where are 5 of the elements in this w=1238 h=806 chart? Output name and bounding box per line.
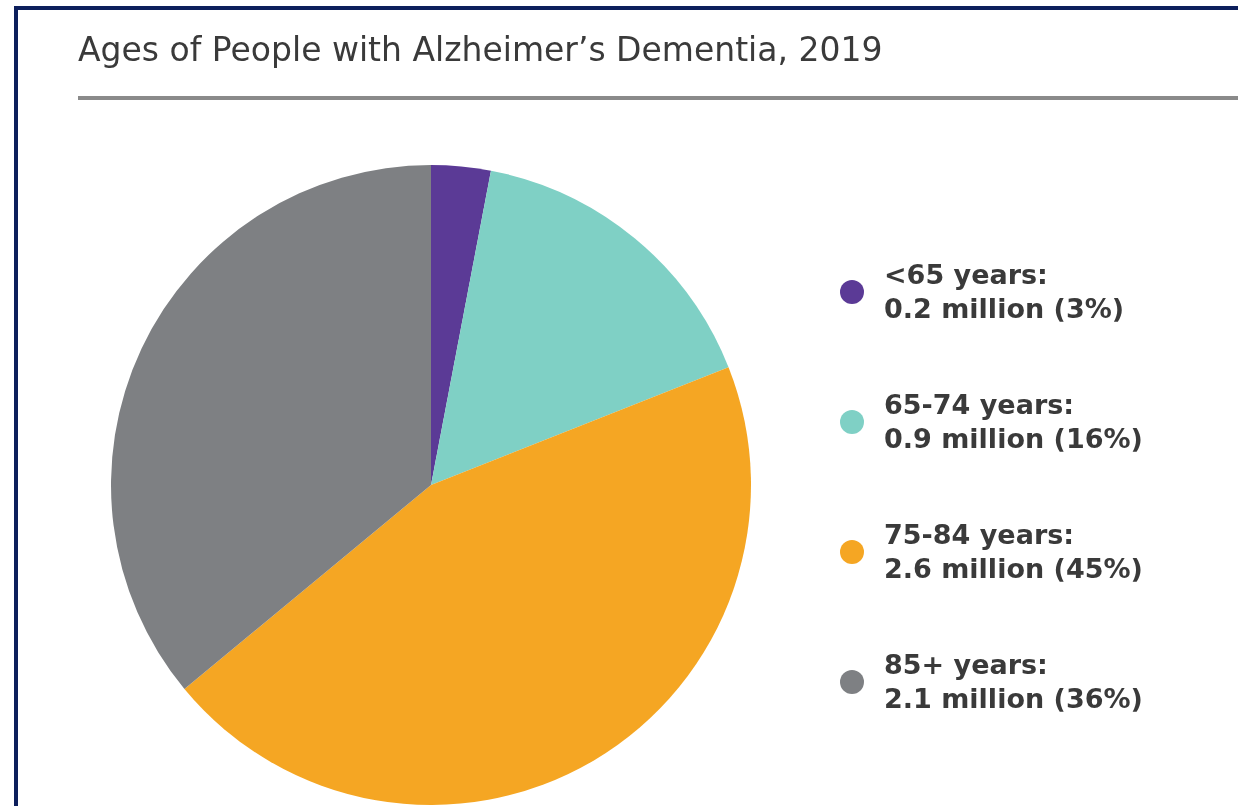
legend-label: 85+ years: 2.1 million (36%) bbox=[884, 648, 1143, 716]
legend-label: <65 years: 0.2 million (3%) bbox=[884, 258, 1125, 326]
legend-label: 75-84 years: 2.6 million (45%) bbox=[884, 518, 1143, 586]
chart-title: Ages of People with Alzheimer’s Dementia, 2019 bbox=[78, 30, 883, 69]
legend-label: 65-74 years: 0.9 million (16%) bbox=[884, 388, 1143, 456]
